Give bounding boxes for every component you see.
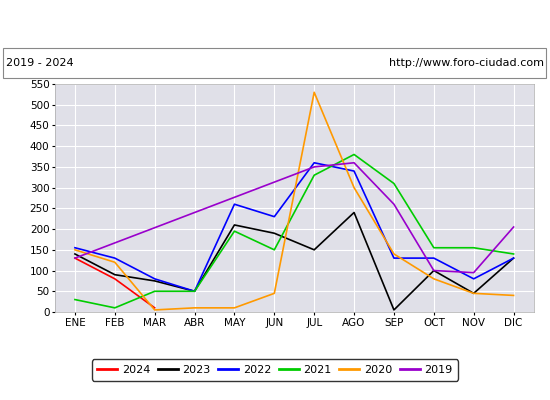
Legend: 2024, 2023, 2022, 2021, 2020, 2019: 2024, 2023, 2022, 2021, 2020, 2019: [92, 360, 458, 380]
FancyBboxPatch shape: [3, 48, 546, 78]
Text: http://www.foro-ciudad.com: http://www.foro-ciudad.com: [389, 58, 544, 68]
Text: Evolucion Nº Turistas Nacionales en el municipio de Solanillos del Extremo: Evolucion Nº Turistas Nacionales en el m…: [0, 14, 550, 26]
Text: 2019 - 2024: 2019 - 2024: [6, 58, 73, 68]
